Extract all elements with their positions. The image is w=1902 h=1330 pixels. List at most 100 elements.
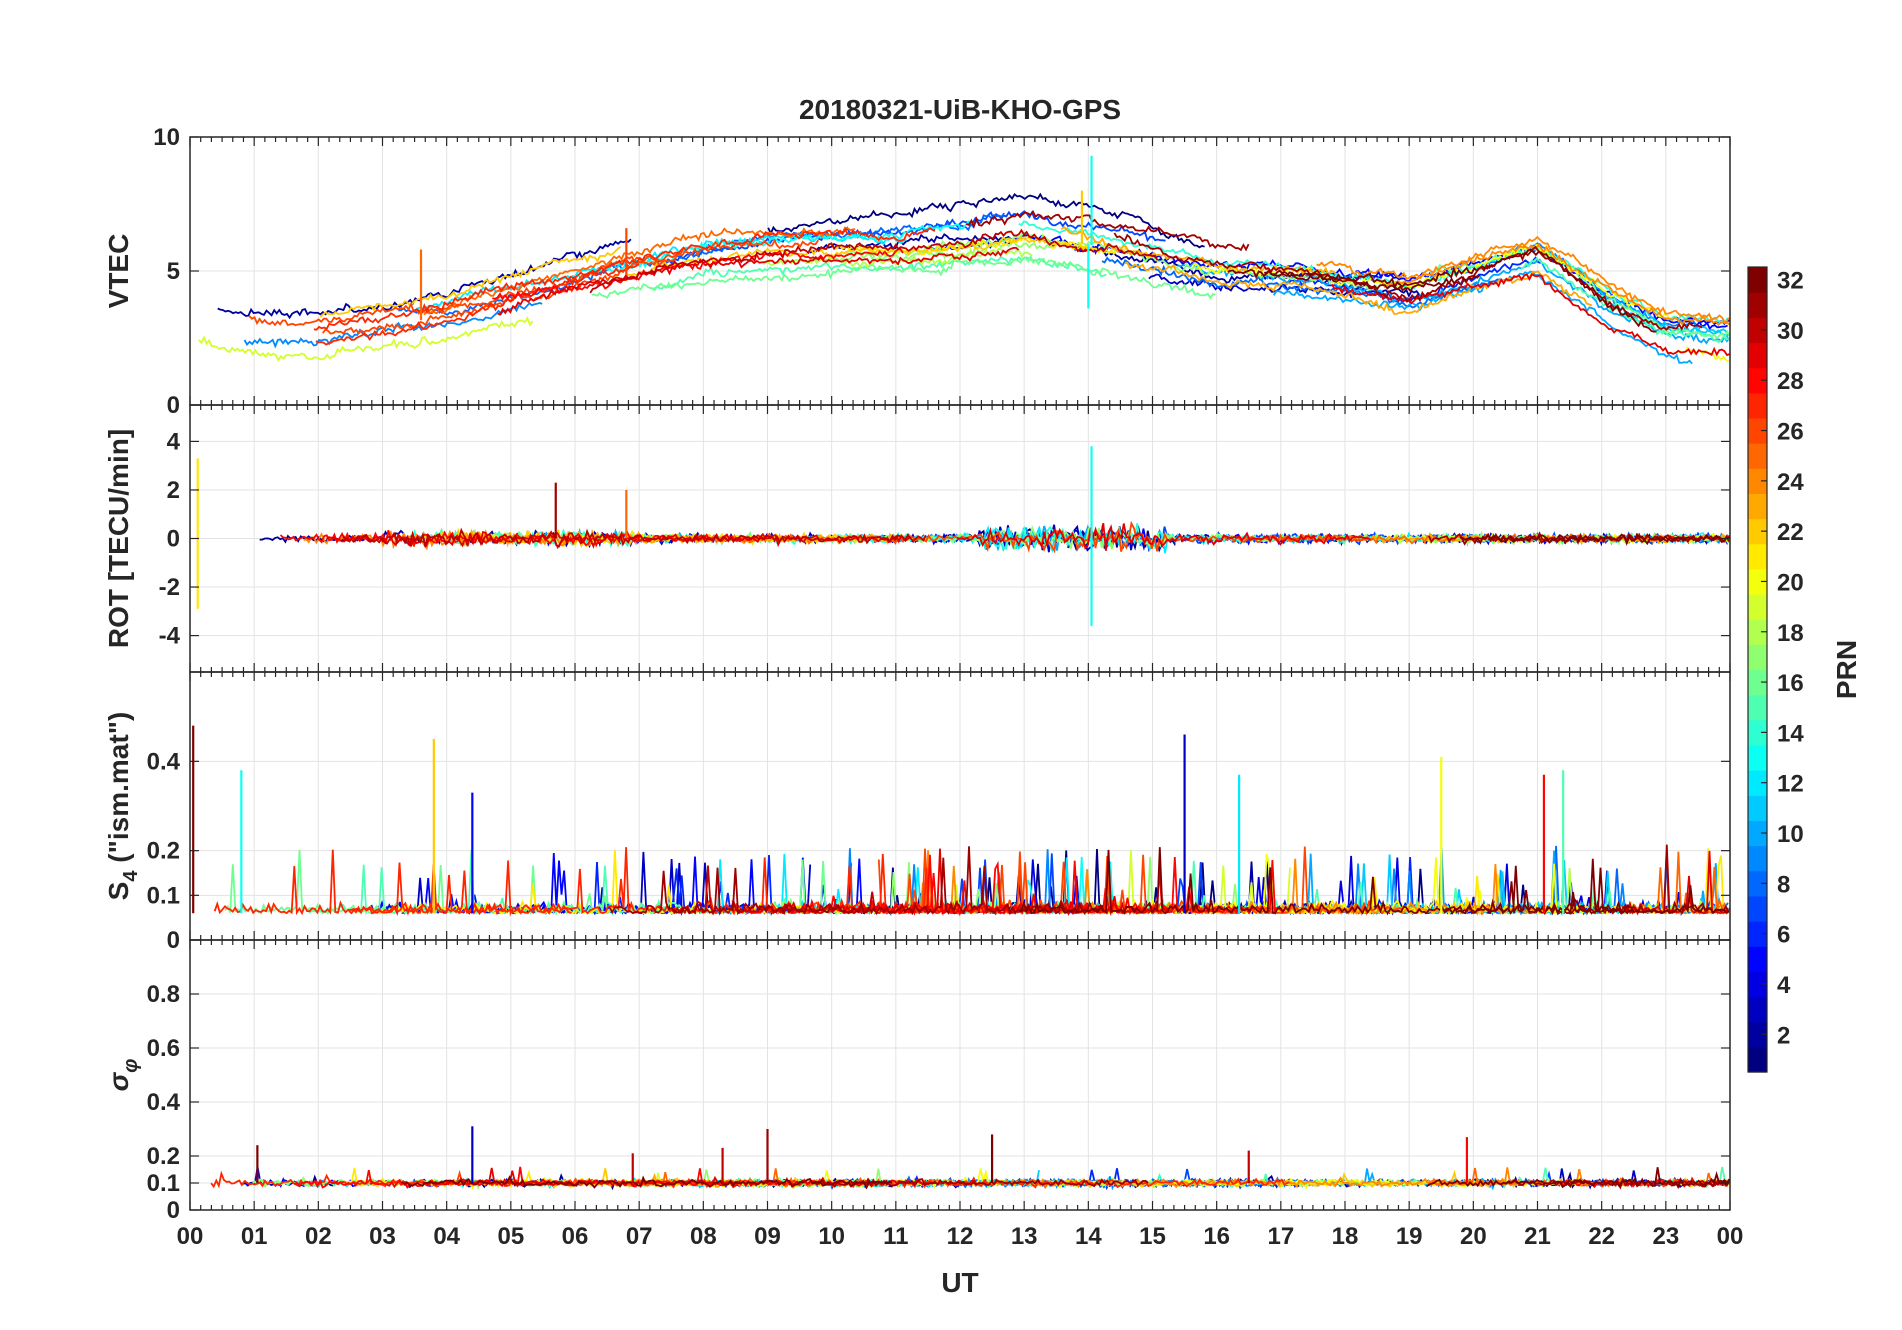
prn-series-line xyxy=(1381,242,1730,327)
y-tick-label: 0.6 xyxy=(147,1035,180,1062)
panel-vtec: 0 5 10 VTEC xyxy=(103,124,1731,419)
x-tick-label: 09 xyxy=(754,1223,781,1250)
prn-series-line xyxy=(342,527,927,548)
y-axis-label: ROT [TECU/min] xyxy=(103,429,134,648)
prn-series-line xyxy=(217,238,632,320)
colorbar-segment xyxy=(1748,317,1767,344)
prn-series-line xyxy=(1018,847,1633,916)
colorbar-segment xyxy=(1748,543,1767,570)
prn-series-line xyxy=(767,192,1205,249)
y-tick-label: 0.4 xyxy=(147,1089,181,1116)
y-tick-label: 2 xyxy=(167,477,180,504)
colorbar-segment xyxy=(1748,619,1767,645)
colorbar-tick-label: 32 xyxy=(1777,268,1804,295)
prn-series-line xyxy=(492,248,904,301)
x-tick-label: 05 xyxy=(497,1223,524,1250)
y-axis-label: σφ xyxy=(103,1059,142,1092)
colorbar-segment xyxy=(1748,845,1767,872)
prn-series-line xyxy=(1316,235,1731,326)
colorbar-tick-label: 26 xyxy=(1777,419,1804,446)
colorbar-tick-label: 20 xyxy=(1777,569,1804,596)
y-tick-label: 4 xyxy=(167,428,181,455)
x-tick-label: 17 xyxy=(1267,1223,1294,1250)
x-tick-label: 20 xyxy=(1460,1223,1487,1250)
prn-series-line xyxy=(1148,273,1353,299)
y-tick-label: 0 xyxy=(167,392,180,419)
colorbar-segment xyxy=(1748,267,1767,293)
x-tick-label: 19 xyxy=(1396,1223,1423,1250)
colorbar-segment xyxy=(1748,795,1767,822)
prn-series-line xyxy=(243,301,543,349)
y-tick-label: 0 xyxy=(167,526,180,553)
x-tick-label: 16 xyxy=(1203,1223,1230,1250)
prn-series-line xyxy=(1504,1176,1729,1190)
y-axis-label: VTEC xyxy=(103,234,134,309)
prn-series-line xyxy=(1227,248,1657,333)
prn-series-line xyxy=(401,1175,893,1190)
colorbar-tick-label: 24 xyxy=(1777,469,1804,496)
x-tick-label: 11 xyxy=(883,1223,908,1250)
colorbar-segment xyxy=(1748,417,1767,444)
colorbar-label: PRN xyxy=(1831,640,1862,699)
prn-series-line xyxy=(1443,858,1730,915)
colorbar-segment xyxy=(1748,946,1767,972)
x-tick-label: 03 xyxy=(369,1223,396,1250)
colorbar-segment xyxy=(1748,694,1767,721)
x-tick-label: 18 xyxy=(1332,1223,1359,1250)
colorbar-segment xyxy=(1748,594,1767,620)
colorbar-segment xyxy=(1748,921,1767,947)
colorbar-segment xyxy=(1748,971,1767,998)
prn-series-line xyxy=(1561,844,1730,915)
prn-series-line xyxy=(1597,290,1730,340)
prn-series-line xyxy=(889,520,1374,554)
colorbar-tick-label: 4 xyxy=(1777,972,1791,999)
colorbar-segment xyxy=(1748,493,1767,520)
colorbar-segment xyxy=(1748,468,1767,495)
colorbar-segment xyxy=(1748,870,1767,897)
prn-series-line xyxy=(965,209,1250,252)
y-tick-label: 5 xyxy=(167,258,180,285)
prn-series-line xyxy=(198,316,534,363)
y-tick-label: 0.8 xyxy=(147,981,180,1008)
prn-series-line xyxy=(1459,532,1730,546)
x-tick-label: 10 xyxy=(818,1223,845,1250)
colorbar-segment xyxy=(1748,669,1767,696)
colorbar-segment xyxy=(1748,392,1767,419)
y-tick-label: 0.1 xyxy=(147,882,180,909)
prn-series-line xyxy=(1426,1167,1731,1190)
colorbar-tick-label: 14 xyxy=(1777,720,1804,747)
colorbar-tick-label: 22 xyxy=(1777,519,1804,546)
prn-series-line xyxy=(589,228,1159,294)
colorbar-segment xyxy=(1748,443,1767,469)
y-tick-label: 0.2 xyxy=(147,838,180,865)
y-axis-label: S4 ("ism.mat") xyxy=(103,712,142,901)
colorbar-segment xyxy=(1748,644,1767,671)
prn-series-line xyxy=(808,233,1420,299)
x-tick-label: 21 xyxy=(1524,1223,1551,1250)
y-tick-label: 0.1 xyxy=(147,1170,180,1197)
x-tick-label: 00 xyxy=(1717,1223,1744,1250)
x-tick-label: 23 xyxy=(1652,1223,1679,1250)
x-tick-label: 02 xyxy=(305,1223,332,1250)
colorbar-tick-label: 28 xyxy=(1777,368,1804,395)
prn-series-line xyxy=(319,246,622,318)
x-tick-label: 07 xyxy=(626,1223,653,1250)
colorbar-tick-label: 2 xyxy=(1777,1022,1790,1049)
x-tick-label: 22 xyxy=(1588,1223,1615,1250)
y-tick-label: 10 xyxy=(153,124,180,151)
colorbar-segment xyxy=(1748,292,1767,318)
colorbar-tick-label: 16 xyxy=(1777,670,1804,697)
prn-series-line xyxy=(1331,273,1730,357)
colorbar-segment xyxy=(1748,770,1767,796)
colorbar-frame xyxy=(1747,266,1768,1073)
x-tick-label: 04 xyxy=(433,1223,460,1250)
x-axis-label: UT xyxy=(941,1267,978,1298)
colorbar xyxy=(1747,266,1768,1073)
colorbar-segment xyxy=(1748,996,1767,1023)
prn-series-line xyxy=(1019,1167,1603,1189)
colorbar-tick-label: 18 xyxy=(1777,620,1804,647)
prn-series-line xyxy=(1124,261,1593,315)
prn-series-line xyxy=(956,522,1371,551)
